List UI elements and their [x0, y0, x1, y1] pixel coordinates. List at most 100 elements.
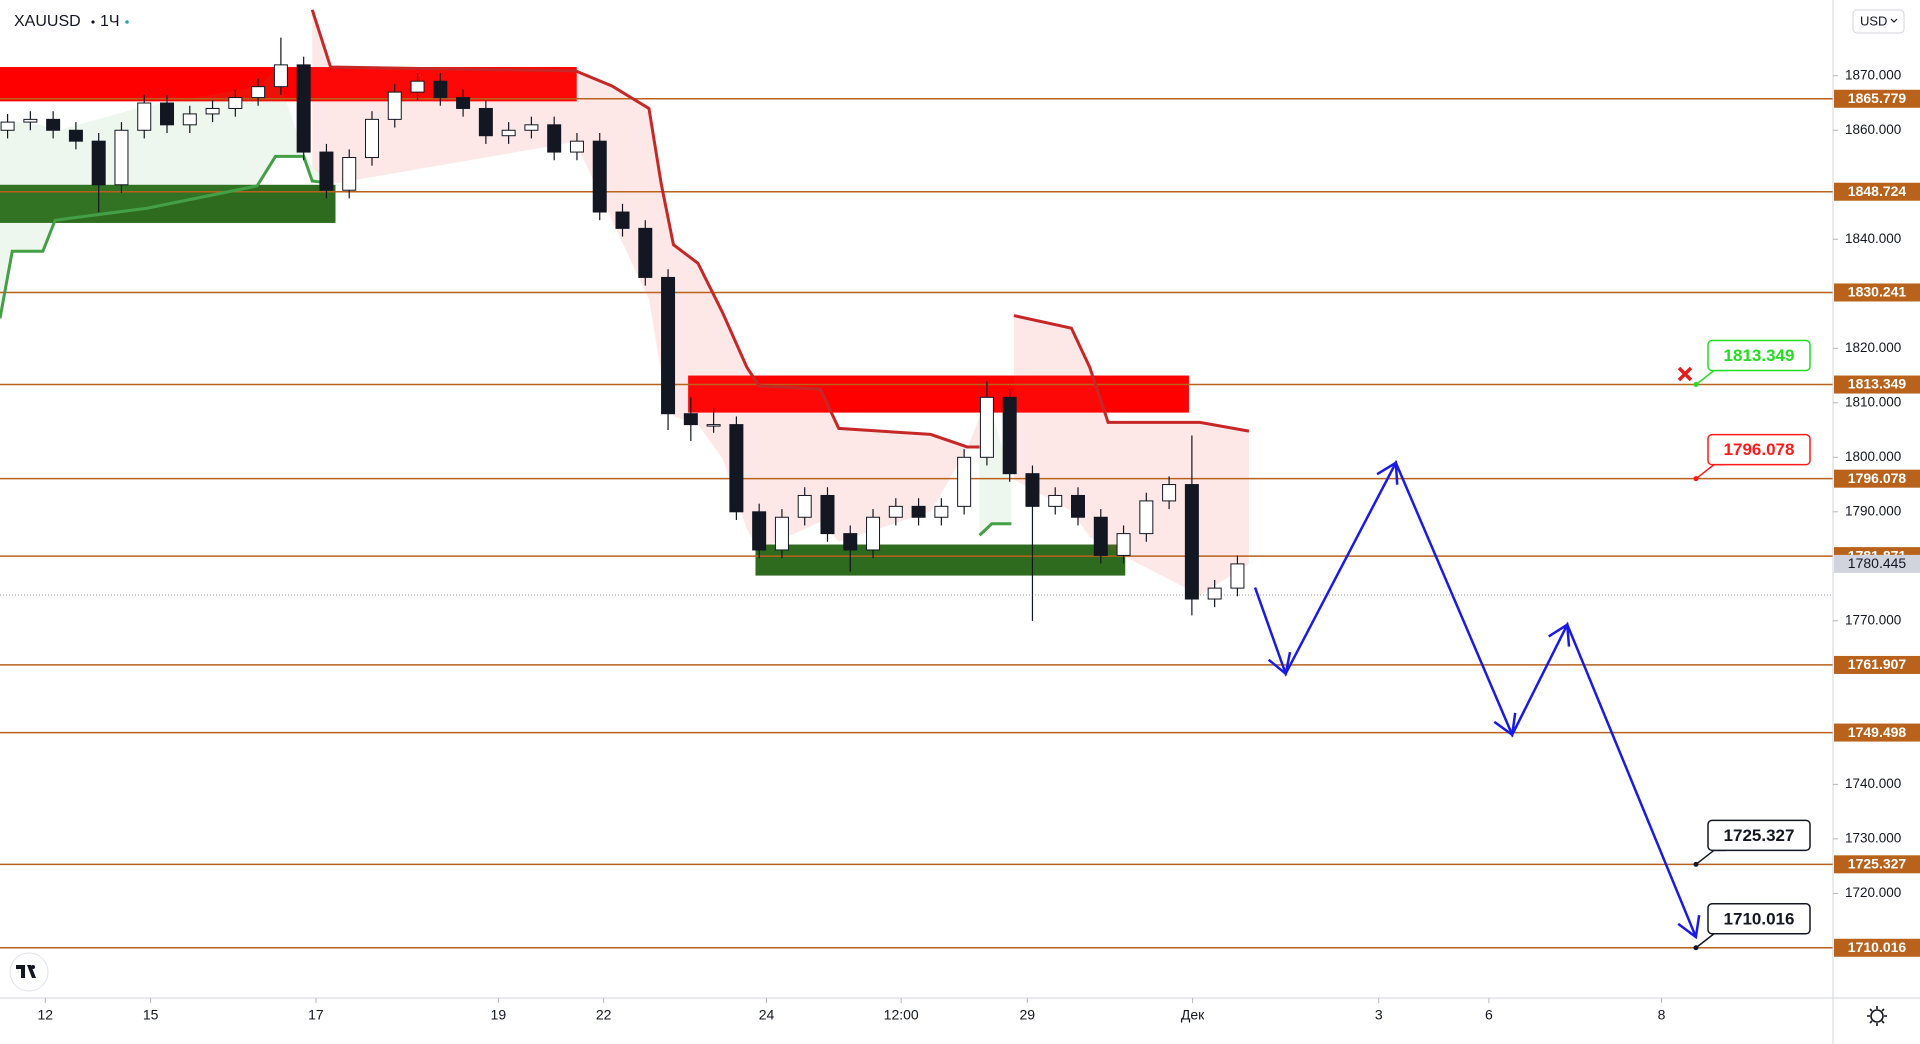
projection-arrowhead [1376, 460, 1399, 485]
y-tick-label: 1730.000 [1845, 830, 1901, 845]
candle-body [911, 505, 926, 518]
candle-body [23, 118, 38, 123]
candle-body [752, 511, 767, 551]
candle-body [501, 129, 516, 137]
projection-arrowhead [1267, 651, 1292, 676]
level-label: 1830.241 [1848, 284, 1907, 300]
level-label-box [1834, 375, 1920, 394]
tradingview-logo[interactable] [9, 952, 49, 992]
candle-body [638, 227, 653, 278]
x-tick-label: 29 [1020, 1007, 1036, 1023]
candle-body [1162, 484, 1177, 502]
candle-body [68, 129, 83, 142]
candle-body [1071, 494, 1086, 518]
y-tick-label: 1860.000 [1845, 122, 1901, 137]
zone [0, 67, 577, 102]
candle-body [866, 516, 881, 551]
projection-arrowhead [1677, 915, 1701, 940]
settings-icon[interactable] [1867, 1006, 1887, 1026]
cancel-mark [1677, 366, 1693, 382]
candle-body [706, 424, 721, 427]
callout-label: 1796.078 [1724, 440, 1795, 459]
gear-teeth[interactable] [1867, 1006, 1887, 1026]
callout-box [1707, 903, 1811, 935]
interval: 1Ч [100, 13, 120, 30]
currency-button[interactable] [1852, 9, 1905, 34]
trend-line [978, 522, 1012, 537]
callout-box [1707, 819, 1811, 852]
candle-body [888, 505, 903, 518]
candle-body [205, 107, 220, 115]
candle-body [1002, 396, 1017, 475]
candle-body [228, 97, 243, 109]
candle-body [273, 64, 288, 88]
x-tick-label: 17 [308, 1007, 324, 1023]
candle-body [364, 118, 379, 159]
level-label-box [1834, 469, 1920, 488]
trend-line [1013, 314, 1250, 433]
candle-body [182, 113, 197, 126]
candle-body [46, 118, 61, 131]
level-label: 1725.327 [1848, 856, 1907, 872]
y-tick-label: 1740.000 [1845, 776, 1901, 791]
candle-body [1116, 533, 1131, 556]
candle-body [547, 124, 562, 153]
candle-body [774, 516, 789, 551]
x-tick-label: 3 [1375, 1007, 1383, 1023]
logo-badge[interactable] [9, 952, 49, 992]
projection-arrowhead [1493, 712, 1517, 737]
x-tick-label: 8 [1658, 1007, 1666, 1023]
x-tick-label: 19 [491, 1007, 507, 1023]
logo-dot[interactable] [31, 965, 35, 969]
dropdown-chevron[interactable] [1890, 18, 1898, 23]
y-tick-label: 1870.000 [1845, 67, 1901, 82]
candle-body [979, 396, 994, 458]
gear[interactable] [1870, 1009, 1884, 1023]
level-label: 1796.078 [1848, 470, 1907, 486]
level-label: 1813.349 [1848, 376, 1907, 392]
y-tick-label: 1820.000 [1845, 340, 1901, 355]
candle-body [342, 157, 357, 191]
candle-body [592, 140, 607, 213]
candle-body [114, 129, 129, 186]
candle-body [661, 276, 676, 415]
level-label-box [1834, 283, 1920, 302]
x-tick-label: Дек [1181, 1007, 1205, 1023]
y-tick-label: 1790.000 [1845, 503, 1901, 518]
x-tick-label: 12 [38, 1007, 54, 1023]
callout-label: 1725.327 [1724, 826, 1795, 845]
candle-body [934, 505, 949, 518]
y-tick-label: 1810.000 [1845, 394, 1901, 409]
x-tick-label: 12:00 [884, 1007, 919, 1023]
currency[interactable]: USD [1860, 13, 1887, 28]
callout-label: 1813.349 [1724, 346, 1795, 365]
candle-body [957, 456, 972, 507]
candle-body [137, 102, 152, 131]
x-tick-label: 15 [143, 1007, 159, 1023]
candle-body [0, 121, 15, 131]
level-label-box [1834, 655, 1920, 674]
candle-body [615, 211, 630, 229]
level-label-box [1834, 855, 1920, 874]
level-label-box [1834, 723, 1920, 742]
level-label: 1848.724 [1848, 183, 1907, 199]
candle-body [820, 494, 835, 535]
candle-body [251, 86, 266, 99]
zone [688, 375, 1189, 413]
level-label: 1761.907 [1848, 656, 1907, 672]
candle-body [319, 151, 334, 191]
callout-box [1707, 339, 1811, 372]
current-price-box [1834, 554, 1920, 573]
level-label: 1710.016 [1848, 939, 1907, 955]
y-tick-label: 1720.000 [1845, 885, 1901, 900]
trend-line [0, 154, 334, 319]
candle-body [1184, 484, 1199, 600]
trend-line [310, 9, 980, 449]
candle-body [456, 97, 471, 109]
y-tick-label: 1770.000 [1845, 612, 1901, 627]
logo-mark[interactable] [16, 965, 36, 978]
level-label: 1749.498 [1848, 724, 1907, 740]
candle-body [1207, 587, 1222, 600]
level-label-box [1834, 182, 1920, 201]
